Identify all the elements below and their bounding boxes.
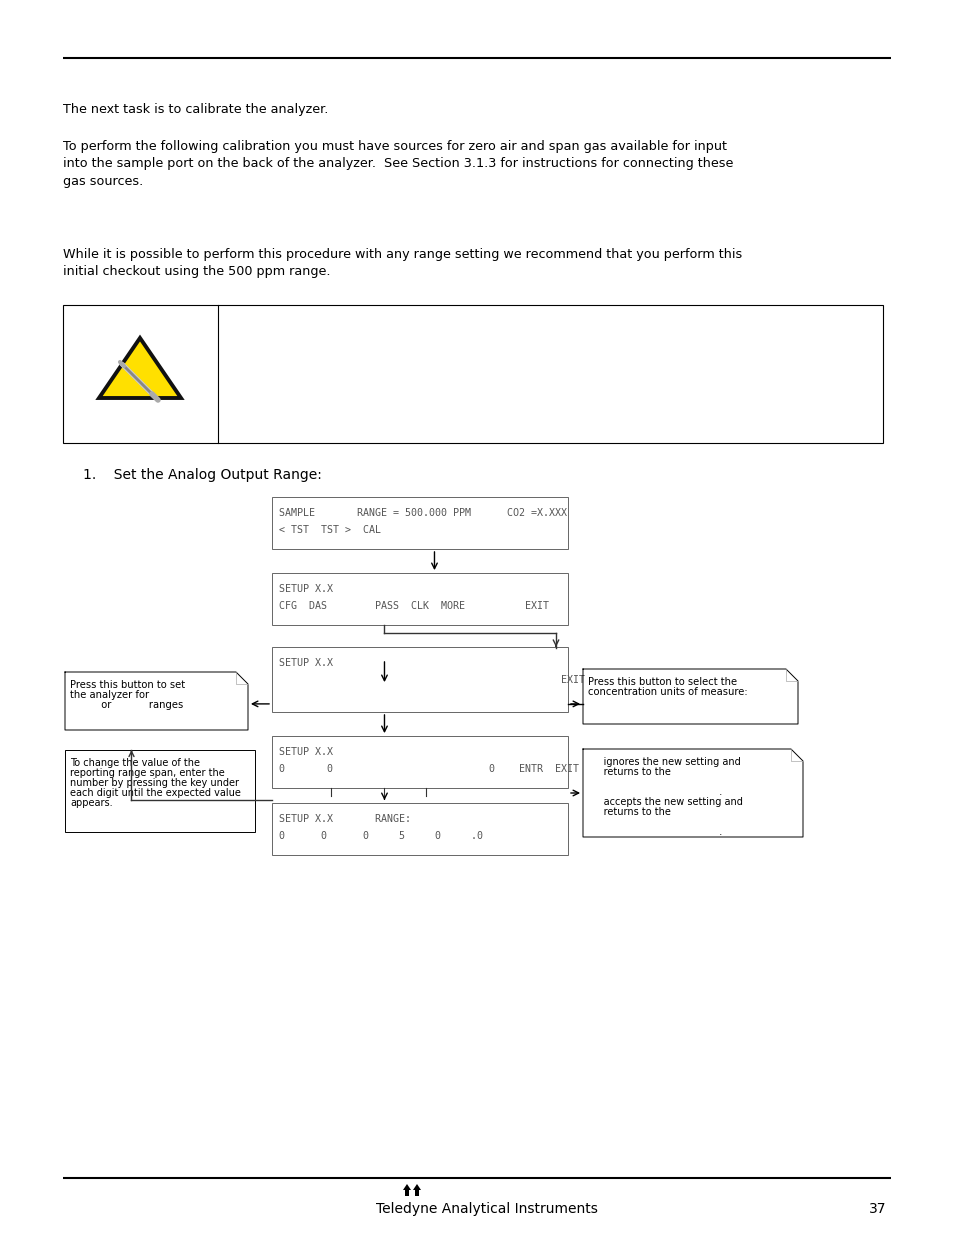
Text: concentration units of measure:: concentration units of measure: <box>587 687 747 697</box>
Text: 0      0      0     5     0     .0: 0 0 0 5 0 .0 <box>278 831 482 841</box>
Text: .: . <box>587 787 721 797</box>
Text: CFG  DAS        PASS  CLK  MORE          EXIT: CFG DAS PASS CLK MORE EXIT <box>278 601 548 611</box>
Text: appears.: appears. <box>70 798 112 808</box>
Text: the analyzer for: the analyzer for <box>70 690 149 700</box>
Polygon shape <box>413 1184 420 1195</box>
Bar <box>272 496 567 550</box>
Text: 37: 37 <box>867 1202 885 1216</box>
Bar <box>272 736 567 788</box>
Polygon shape <box>402 1184 411 1195</box>
Text: returns to the: returns to the <box>587 767 670 777</box>
Bar <box>63 305 882 443</box>
Text: SAMPLE       RANGE = 500.000 PPM      CO2 =X.XXX: SAMPLE RANGE = 500.000 PPM CO2 =X.XXX <box>278 508 566 517</box>
Text: .: . <box>587 827 721 837</box>
Text: ignores the new setting and: ignores the new setting and <box>587 757 740 767</box>
Polygon shape <box>65 672 248 730</box>
Text: Press this button to set: Press this button to set <box>70 680 185 690</box>
Text: or            ranges: or ranges <box>70 700 183 710</box>
Text: number by pressing the key under: number by pressing the key under <box>70 778 239 788</box>
Bar <box>272 573 567 625</box>
Text: SETUP X.X: SETUP X.X <box>278 584 333 594</box>
Text: The next task is to calibrate the analyzer.: The next task is to calibrate the analyz… <box>63 103 328 116</box>
Text: To change the value of the: To change the value of the <box>70 758 200 768</box>
Text: < TST  TST >  CAL: < TST TST > CAL <box>278 525 380 535</box>
Text: EXIT: EXIT <box>278 676 584 685</box>
Bar <box>272 803 567 855</box>
Text: SETUP X.X: SETUP X.X <box>278 658 333 668</box>
Text: 0       0                          0    ENTR  EXIT: 0 0 0 ENTR EXIT <box>278 764 578 774</box>
Text: Press this button to select the: Press this button to select the <box>587 677 737 687</box>
Text: returns to the: returns to the <box>587 806 670 818</box>
Text: To perform the following calibration you must have sources for zero air and span: To perform the following calibration you… <box>63 140 733 188</box>
Bar <box>65 750 254 832</box>
Text: Teledyne Analytical Instruments: Teledyne Analytical Instruments <box>375 1202 598 1216</box>
Text: SETUP X.X       RANGE:: SETUP X.X RANGE: <box>278 814 411 824</box>
Text: reporting range span, enter the: reporting range span, enter the <box>70 768 225 778</box>
Text: 1.    Set the Analog Output Range:: 1. Set the Analog Output Range: <box>83 468 321 482</box>
Polygon shape <box>582 669 797 724</box>
Bar <box>272 647 567 713</box>
Text: While it is possible to perform this procedure with any range setting we recomme: While it is possible to perform this pro… <box>63 248 741 279</box>
Text: accepts the new setting and: accepts the new setting and <box>587 797 742 806</box>
Text: each digit until the expected value: each digit until the expected value <box>70 788 240 798</box>
Polygon shape <box>582 748 802 837</box>
Polygon shape <box>99 338 181 398</box>
Text: SETUP X.X: SETUP X.X <box>278 747 333 757</box>
